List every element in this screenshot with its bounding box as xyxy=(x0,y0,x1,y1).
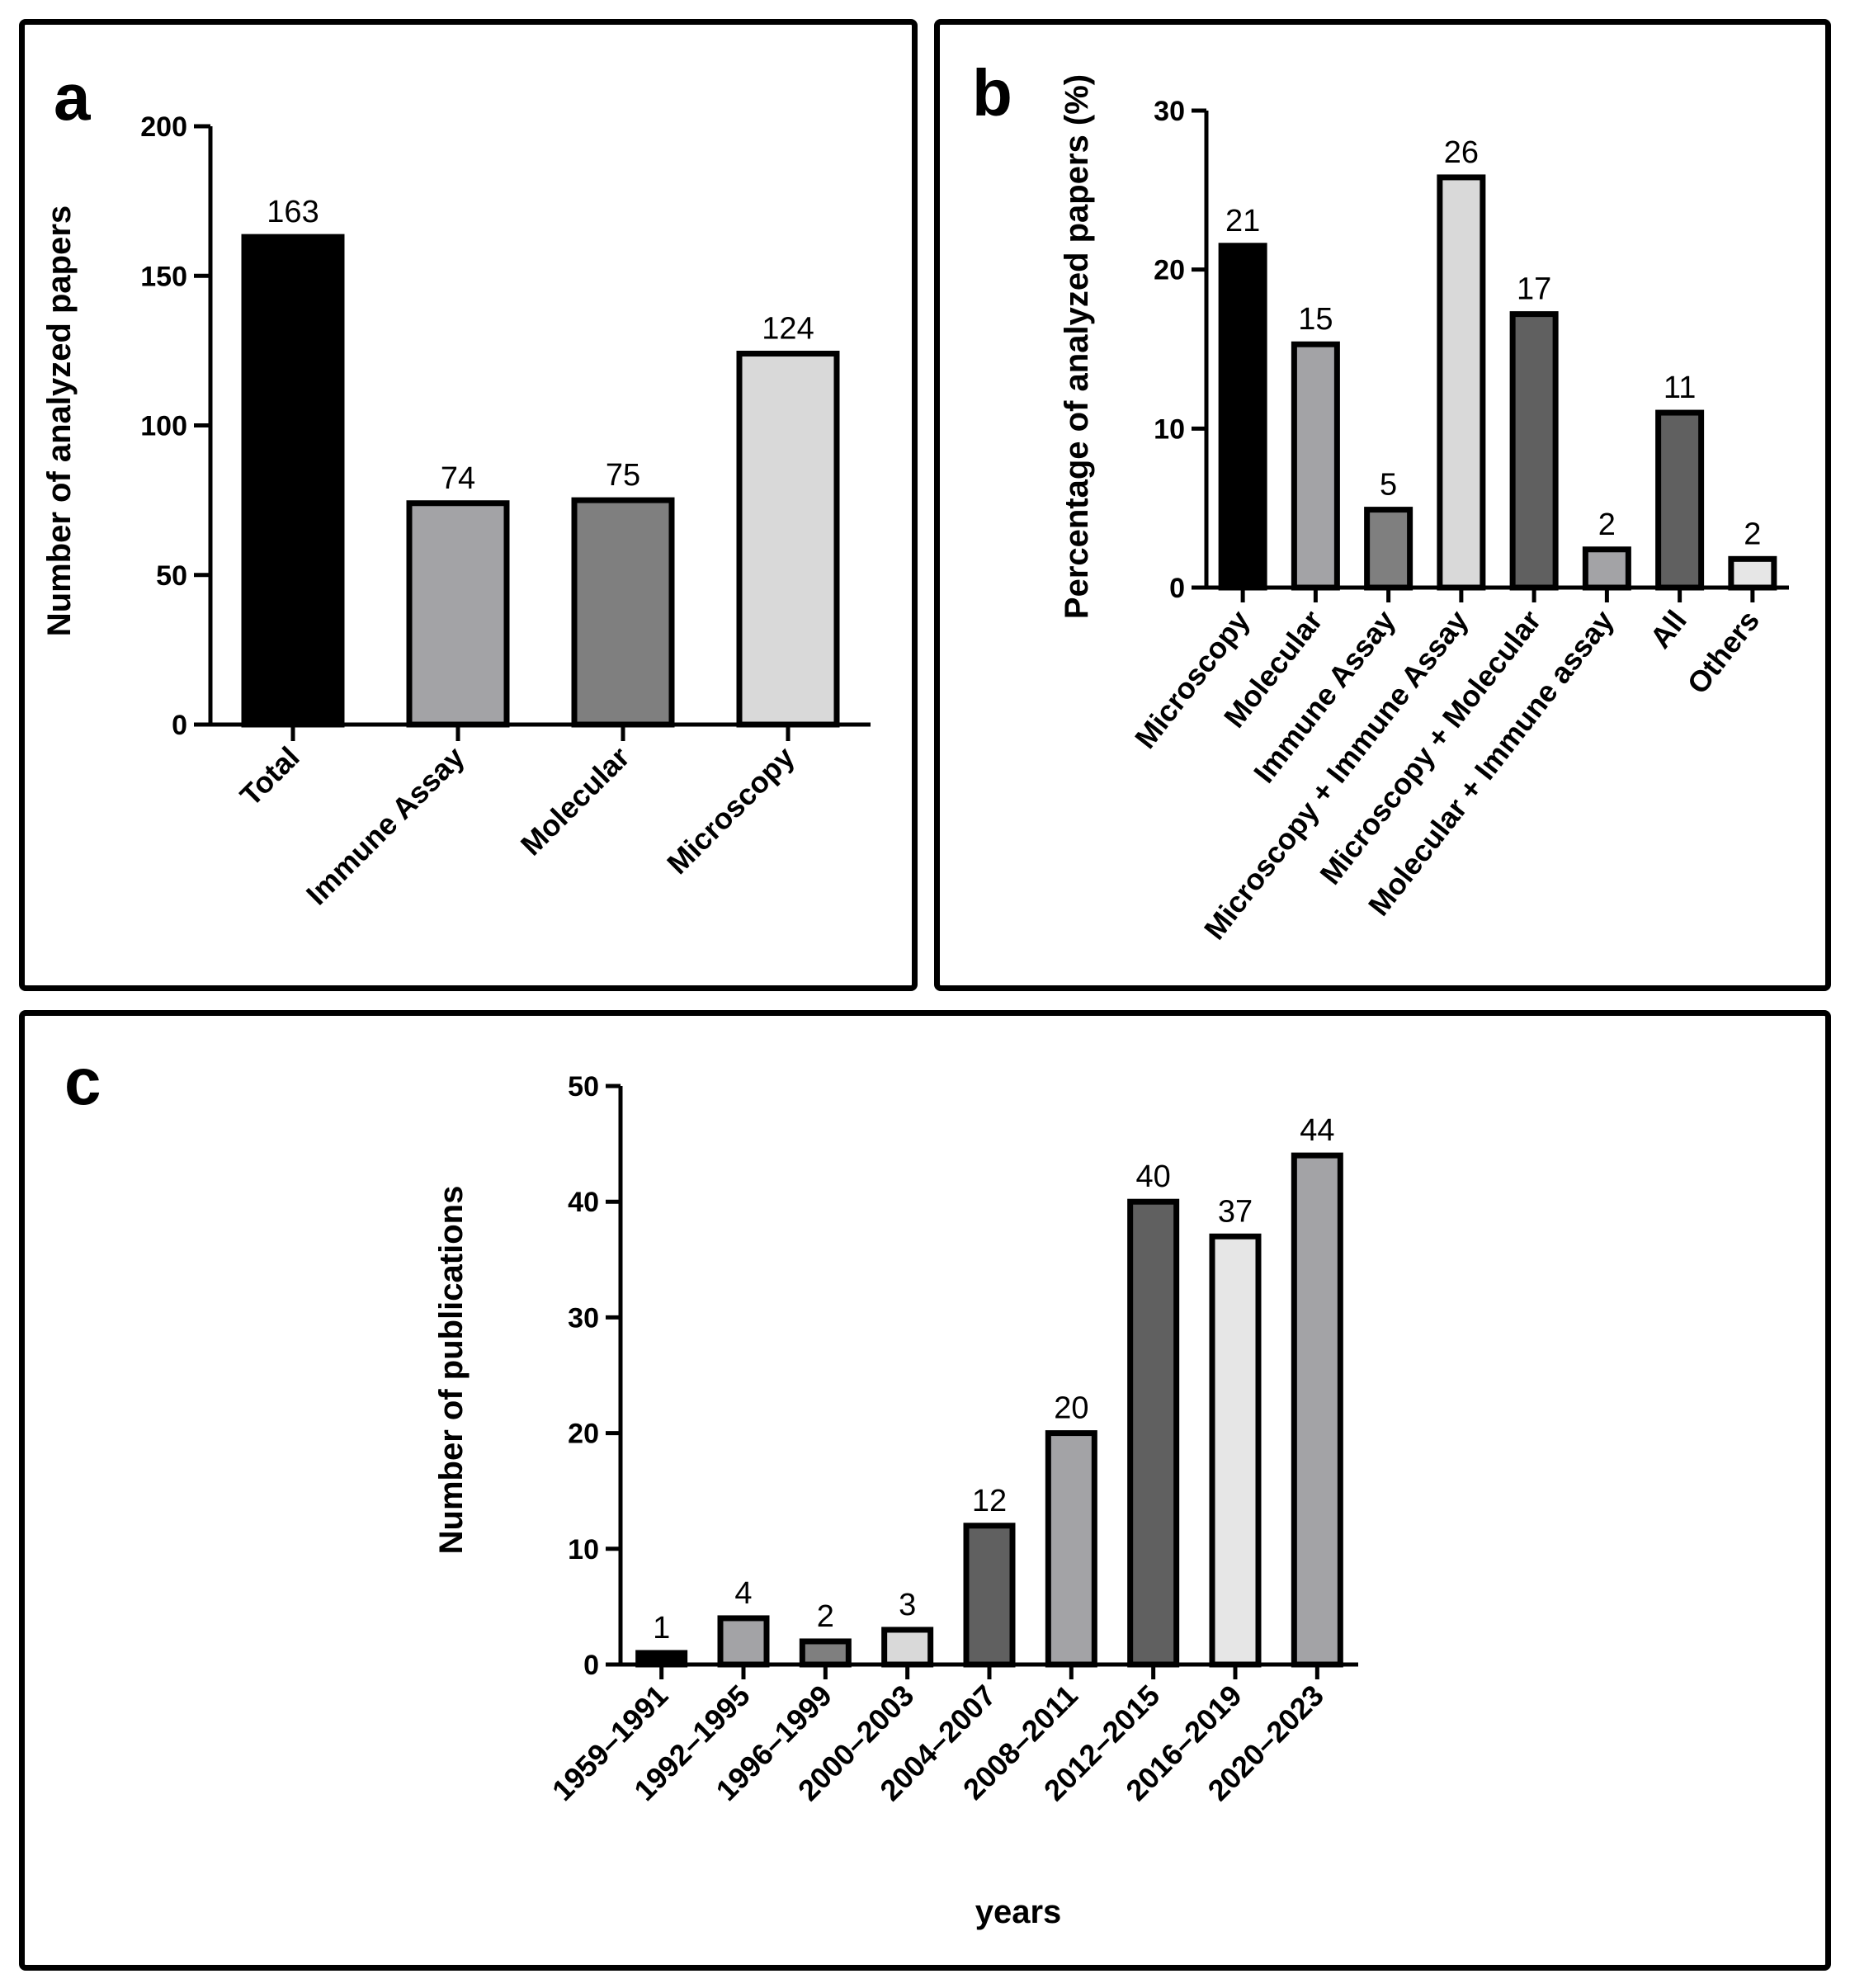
x-category-label-a-2: Molecular xyxy=(514,740,636,862)
bar-c-0 xyxy=(635,1650,688,1668)
data-label-c-7: 37 xyxy=(1218,1194,1253,1229)
data-label-c-2: 2 xyxy=(817,1599,834,1634)
y-tick-label-c: 0 xyxy=(583,1650,599,1681)
x-category-label-a-0: Total xyxy=(234,740,306,813)
bar-c-5 xyxy=(1045,1430,1097,1668)
y-axis-title-a: Number of analyzed papers xyxy=(41,205,78,636)
y-axis-title-b: Percentage of analyzed papers (%) xyxy=(1059,74,1095,619)
bar-a-3 xyxy=(736,351,840,728)
data-label-c-3: 3 xyxy=(899,1588,916,1622)
panel-a-letter: a xyxy=(54,60,91,134)
bar-b-3 xyxy=(1437,174,1486,591)
data-label-b-4: 17 xyxy=(1517,272,1551,307)
bar-b-6 xyxy=(1655,409,1705,591)
bar-b-0 xyxy=(1218,243,1267,591)
y-tick-label-c: 50 xyxy=(568,1071,599,1103)
bar-b-2 xyxy=(1364,507,1413,591)
bar-b-4 xyxy=(1509,311,1559,591)
panel-c-frame xyxy=(19,1010,1831,1971)
x-category-label-b-7: Others xyxy=(1680,604,1766,701)
data-label-c-4: 12 xyxy=(972,1484,1007,1518)
bar-a-0 xyxy=(241,234,345,728)
data-label-b-5: 2 xyxy=(1598,508,1616,542)
data-label-c-1: 4 xyxy=(734,1576,752,1611)
y-tick-label-a: 0 xyxy=(172,710,187,741)
data-label-b-7: 2 xyxy=(1744,517,1761,551)
data-label-c-8: 44 xyxy=(1300,1113,1334,1148)
x-category-label-a-3: Microscopy xyxy=(660,740,800,881)
y-axis-title-c: Number of publications xyxy=(433,1186,470,1555)
data-label-a-2: 75 xyxy=(606,458,640,493)
bar-c-7 xyxy=(1209,1233,1262,1668)
bar-b-5 xyxy=(1582,546,1631,591)
data-label-b-3: 26 xyxy=(1444,135,1479,170)
y-tick-label-b: 10 xyxy=(1154,413,1185,445)
data-label-c-5: 20 xyxy=(1054,1391,1088,1426)
y-tick-label-a: 100 xyxy=(140,411,187,442)
x-category-label-b-0: Microscopy xyxy=(1128,604,1256,755)
y-tick-label-b: 30 xyxy=(1154,96,1185,127)
y-tick-label-c: 10 xyxy=(568,1534,599,1565)
y-tick-label-b: 20 xyxy=(1154,255,1185,286)
x-axis-title-c: years xyxy=(975,1894,1062,1930)
y-tick-label-a: 50 xyxy=(156,560,187,592)
data-label-b-6: 11 xyxy=(1664,371,1696,405)
data-label-b-0: 21 xyxy=(1225,204,1260,238)
panel-b-frame xyxy=(934,19,1831,991)
bar-a-1 xyxy=(406,500,510,728)
x-category-label-a-1: Immune Assay xyxy=(300,740,471,912)
bar-a-2 xyxy=(571,497,675,728)
data-label-a-3: 124 xyxy=(762,312,814,347)
bar-c-1 xyxy=(717,1615,770,1668)
y-tick-label-b: 0 xyxy=(1169,573,1185,604)
panel-c-letter: c xyxy=(64,1045,101,1118)
y-tick-label-c: 30 xyxy=(568,1302,599,1334)
data-label-c-6: 40 xyxy=(1136,1159,1171,1194)
bar-c-2 xyxy=(799,1638,852,1668)
bar-c-3 xyxy=(881,1627,934,1668)
y-tick-label-a: 150 xyxy=(140,261,187,292)
bar-c-8 xyxy=(1291,1152,1343,1668)
data-label-b-1: 15 xyxy=(1298,302,1333,337)
data-label-c-0: 1 xyxy=(653,1611,670,1646)
y-tick-label-a: 200 xyxy=(140,111,187,143)
bar-c-4 xyxy=(963,1523,1016,1668)
bar-b-7 xyxy=(1728,555,1777,591)
bar-c-6 xyxy=(1127,1198,1180,1668)
y-tick-label-c: 40 xyxy=(568,1187,599,1218)
data-label-b-2: 5 xyxy=(1380,468,1397,503)
bar-b-1 xyxy=(1291,341,1340,591)
x-category-label-b-6: All xyxy=(1643,604,1693,655)
data-label-a-1: 74 xyxy=(441,461,475,496)
data-label-a-0: 163 xyxy=(267,195,319,229)
y-tick-label-c: 20 xyxy=(568,1419,599,1450)
panel-a-frame xyxy=(19,19,918,991)
panel-b-letter: b xyxy=(972,56,1012,130)
